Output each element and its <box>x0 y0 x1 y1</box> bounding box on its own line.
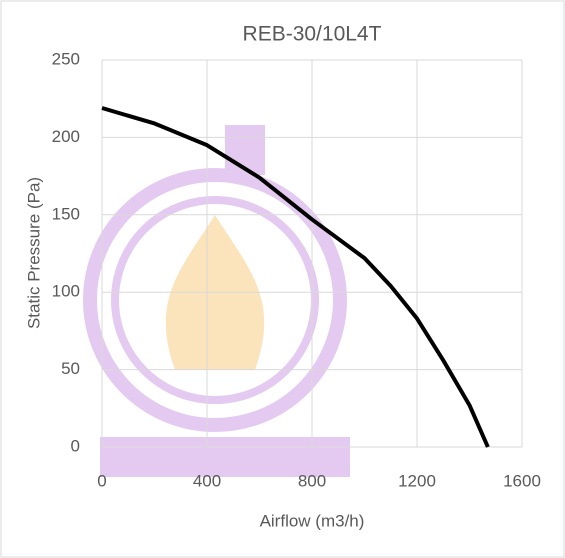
x-tick-label: 0 <box>97 471 106 490</box>
x-axis-title: Airflow (m3/h) <box>260 511 365 530</box>
y-tick-label: 50 <box>61 359 80 378</box>
x-tick-label: 800 <box>298 471 326 490</box>
y-tick-label: 150 <box>52 204 80 223</box>
y-tick-label: 250 <box>52 49 80 68</box>
y-tick-label: 0 <box>71 436 80 455</box>
x-tick-label: 1200 <box>398 471 436 490</box>
series-line <box>101 106 490 448</box>
x-tick-label: 400 <box>193 471 221 490</box>
x-tick-label: 1600 <box>503 471 541 490</box>
chart-title: REB-30/10L4T <box>243 23 382 46</box>
y-axis-title: Static Pressure (Pa) <box>24 177 43 329</box>
y-tick-label: 200 <box>52 127 80 146</box>
y-tick-label: 100 <box>52 282 80 301</box>
